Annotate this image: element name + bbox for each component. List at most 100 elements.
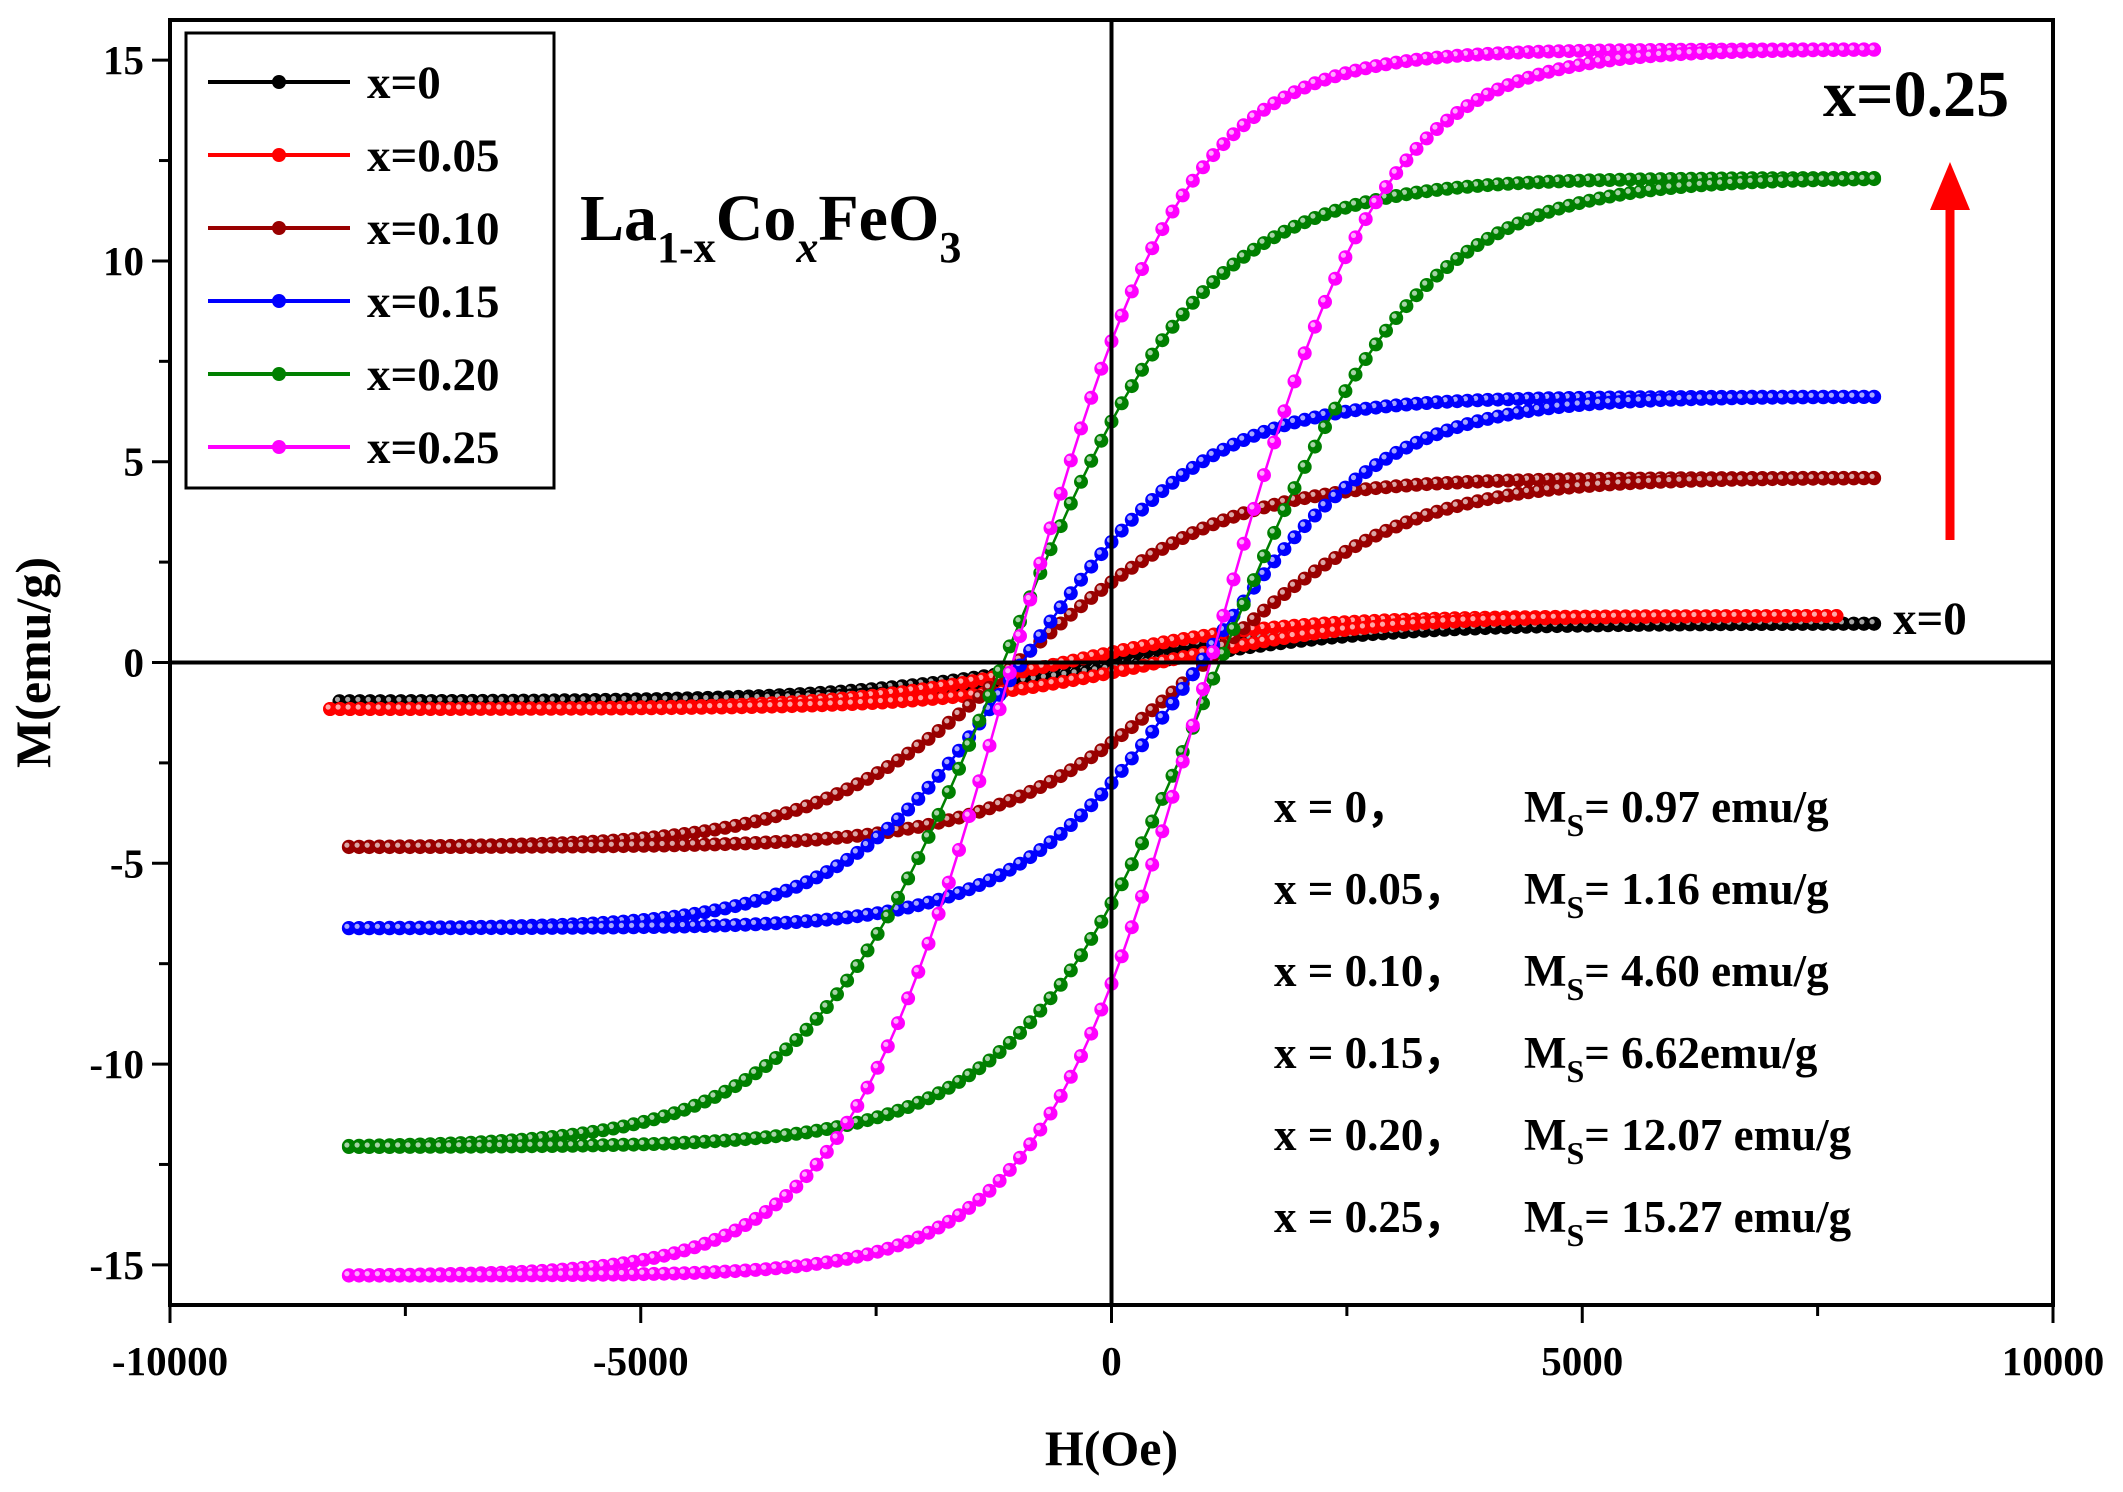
- data-point-highlight: [1605, 479, 1611, 485]
- ms-row-value: MS= 15.27 emu/g: [1524, 1192, 1852, 1253]
- data-point-highlight: [1320, 209, 1326, 215]
- data-point: [1135, 262, 1149, 276]
- data-point-highlight: [1359, 623, 1365, 629]
- data-point-highlight: [374, 1271, 380, 1277]
- data-point-highlight: [517, 842, 523, 848]
- data-point-highlight: [1361, 214, 1367, 220]
- data-point-highlight: [486, 1142, 492, 1148]
- data-point-highlight: [1798, 474, 1804, 480]
- data-point-highlight: [832, 861, 838, 867]
- data-point-highlight: [1137, 556, 1143, 562]
- data-point-highlight: [1595, 193, 1601, 200]
- data-point-highlight: [659, 831, 665, 837]
- data-point-highlight: [669, 1248, 675, 1254]
- data-point: [1124, 512, 1139, 527]
- data-point-highlight: [791, 1035, 797, 1041]
- data-point-highlight: [903, 902, 909, 909]
- data-point-highlight: [812, 915, 818, 922]
- data-point-highlight: [1849, 174, 1855, 180]
- data-point-highlight: [1198, 162, 1204, 168]
- data-point-highlight: [669, 922, 675, 928]
- data-point-highlight: [847, 699, 853, 705]
- data-point-highlight: [1430, 617, 1436, 624]
- data-point-highlight: [466, 923, 472, 929]
- data-point-highlight: [1656, 50, 1662, 57]
- data-point: [1175, 188, 1190, 203]
- data-point-highlight: [425, 923, 431, 929]
- data-point-highlight: [995, 666, 1001, 672]
- x-axis-title: H(Oe): [1045, 1420, 1178, 1476]
- y-tick-label: 0: [124, 640, 145, 686]
- data-point: [901, 802, 916, 817]
- data-point-highlight: [1066, 965, 1072, 972]
- data-point: [1043, 614, 1058, 629]
- data-point-highlight: [1167, 687, 1174, 694]
- data-point: [1409, 141, 1424, 156]
- data-point: [1277, 503, 1292, 518]
- data-point-highlight: [1554, 204, 1560, 210]
- data-point-highlight: [1208, 519, 1214, 525]
- data-point: [799, 1169, 814, 1184]
- data-point-highlight: [1361, 467, 1367, 473]
- data-point-highlight: [1778, 474, 1784, 480]
- data-point-highlight: [907, 695, 914, 702]
- data-point-highlight: [1310, 491, 1316, 497]
- data-point-highlight: [730, 1266, 736, 1272]
- data-point-highlight: [887, 697, 894, 703]
- data-point-highlight: [1127, 722, 1133, 728]
- data-point-highlight: [1791, 611, 1797, 617]
- data-point-highlight: [964, 1203, 970, 1209]
- data-point: [931, 807, 946, 822]
- data-point-highlight: [974, 692, 980, 698]
- data-point-highlight: [1198, 523, 1204, 530]
- data-point: [1338, 250, 1353, 265]
- data-point-highlight: [1117, 766, 1123, 772]
- data-point-highlight: [1118, 665, 1124, 671]
- data-point-highlight: [1300, 415, 1306, 421]
- y-tick-label: 5: [124, 439, 145, 485]
- data-point-highlight: [1127, 563, 1133, 569]
- data-point-highlight: [1300, 493, 1306, 499]
- data-point-highlight: [1645, 396, 1651, 402]
- data-point-highlight: [893, 1240, 899, 1246]
- data-point-highlight: [486, 1270, 492, 1276]
- data-point-highlight: [1350, 405, 1357, 411]
- data-point-highlight: [1025, 852, 1031, 858]
- data-point-highlight: [964, 1070, 970, 1076]
- data-point-highlight: [923, 1093, 930, 1099]
- data-point-highlight: [344, 1142, 350, 1148]
- data-point-highlight: [1741, 611, 1747, 617]
- data-point-highlight: [771, 1263, 777, 1269]
- y-tick-label: 15: [103, 37, 144, 83]
- data-point-highlight: [1015, 631, 1021, 637]
- data-point-highlight: [913, 853, 919, 859]
- data-point-highlight: [771, 889, 777, 896]
- data-point: [860, 1080, 875, 1095]
- data-point-highlight: [1462, 499, 1468, 505]
- data-point-highlight: [727, 702, 733, 709]
- data-point-highlight: [1574, 482, 1580, 488]
- data-point-highlight: [1625, 53, 1631, 59]
- data-point-highlight: [1839, 392, 1845, 398]
- data-point-highlight: [1189, 650, 1195, 656]
- data-point-highlight: [1645, 477, 1651, 483]
- ms-row-value: MS= 6.62emu/g: [1524, 1028, 1818, 1089]
- data-point: [1145, 814, 1160, 829]
- data-point-highlight: [771, 1131, 777, 1137]
- data-point-highlight: [1550, 613, 1556, 619]
- data-point-highlight: [354, 842, 360, 848]
- x-tick-label: -5000: [593, 1338, 689, 1384]
- data-point-highlight: [1096, 1004, 1102, 1011]
- data-point: [891, 1016, 905, 1031]
- data-point-highlight: [934, 1222, 940, 1229]
- data-point-highlight: [1005, 865, 1011, 871]
- data-point: [1124, 857, 1139, 872]
- data-point-highlight: [1595, 398, 1601, 404]
- data-point-highlight: [1564, 62, 1570, 68]
- data-point-highlight: [984, 803, 991, 809]
- data-point-highlight: [1661, 612, 1667, 618]
- data-point-highlight: [822, 1124, 828, 1130]
- data-point-highlight: [700, 826, 706, 832]
- data-point: [952, 761, 966, 776]
